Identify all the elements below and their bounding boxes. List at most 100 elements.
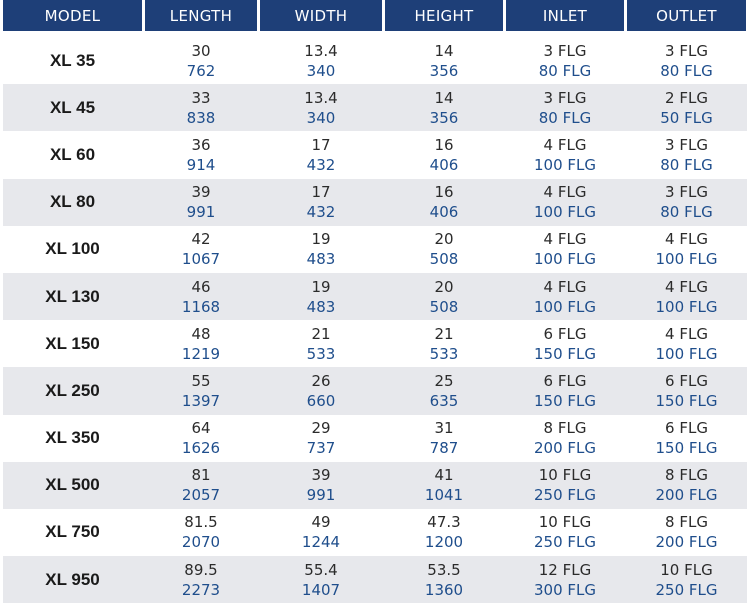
inlet-imperial-value: 6 FLG [543, 324, 587, 343]
inlet-metric-value: 80 FLG [538, 61, 592, 80]
height-metric-value: 533 [429, 344, 459, 363]
width-cell: 26 660 [260, 367, 382, 414]
inlet-metric-value: 200 FLG [533, 439, 596, 458]
inlet-imperial-value: 4 FLG [543, 230, 587, 249]
inlet-imperial-value: 10 FLG [538, 513, 592, 532]
width-imperial-value: 26 [311, 371, 331, 390]
inlet-cell: 10 FLG 250 FLG [506, 462, 624, 509]
height-cell: 47.3 1200 [385, 509, 503, 556]
length-imperial-value: 36 [191, 135, 211, 154]
table-row: XL 150 48 1219 21 533 21 533 6 FLG 150 FLG 4 FLG 1… [3, 320, 747, 367]
width-imperial-value: 13.4 [304, 88, 338, 107]
height-metric-value: 508 [429, 297, 459, 316]
spec-table: MODEL LENGTH WIDTH HEIGHT INLET OUTLET XL 35 3… [3, 0, 747, 604]
width-metric-value: 432 [306, 155, 336, 174]
length-metric-value: 1397 [181, 391, 221, 410]
outlet-imperial-value: 3 FLG [665, 135, 708, 154]
height-imperial-value: 21 [434, 324, 454, 343]
inlet-metric-value: 300 FLG [533, 580, 596, 599]
header-model: MODEL [3, 0, 142, 31]
model-cell: XL 35 [49, 50, 96, 70]
inlet-imperial-value: 10 FLG [538, 466, 592, 485]
height-cell: 14 356 [385, 84, 503, 131]
width-cell: 13.4 340 [260, 37, 382, 84]
width-metric-value: 1407 [301, 580, 341, 599]
outlet-cell: 6 FLG 150 FLG [627, 415, 746, 462]
outlet-metric-value: 100 FLG [655, 344, 718, 363]
width-imperial-value: 19 [311, 230, 331, 249]
height-metric-value: 1200 [424, 533, 464, 552]
height-imperial-value: 53.5 [427, 560, 461, 579]
inlet-metric-value: 150 FLG [533, 344, 596, 363]
outlet-cell: 3 FLG 80 FLG [627, 179, 746, 226]
outlet-imperial-value: 2 FLG [665, 88, 708, 107]
outlet-cell: 2 FLG 50 FLG [627, 84, 746, 131]
width-imperial-value: 21 [311, 324, 331, 343]
header-width: WIDTH [260, 0, 382, 31]
outlet-metric-value: 80 FLG [660, 61, 713, 80]
inlet-cell: 4 FLG 100 FLG [506, 179, 624, 226]
length-metric-value: 1067 [181, 250, 221, 269]
table-row: XL 350 64 1626 29 737 31 787 8 FLG 200 FLG 6 FLG 1… [3, 415, 747, 462]
inlet-cell: 4 FLG 100 FLG [506, 273, 624, 320]
outlet-imperial-value: 6 FLG [665, 371, 708, 390]
inlet-cell: 10 FLG 250 FLG [506, 509, 624, 556]
table-row: XL 60 36 914 17 432 16 406 4 FLG 100 FLG 3 FLG 80 … [3, 131, 747, 178]
length-imperial-value: 55 [191, 371, 211, 390]
model-cell: XL 150 [45, 333, 100, 353]
inlet-metric-value: 100 FLG [533, 155, 596, 174]
outlet-metric-value: 200 FLG [655, 486, 718, 505]
outlet-imperial-value: 4 FLG [665, 277, 708, 296]
outlet-cell: 3 FLG 80 FLG [627, 37, 746, 84]
length-imperial-value: 64 [191, 419, 211, 438]
width-metric-value: 1244 [301, 533, 341, 552]
model-cell: XL 100 [45, 239, 100, 259]
outlet-imperial-value: 8 FLG [665, 466, 708, 485]
inlet-imperial-value: 4 FLG [543, 183, 587, 202]
length-cell: 42 1067 [145, 226, 257, 273]
inlet-cell: 6 FLG 150 FLG [506, 320, 624, 367]
table-row: XL 500 81 2057 39 991 41 1041 10 FLG 250 FLG 8 FL… [3, 461, 747, 509]
model-cell: XL 950 [45, 569, 100, 589]
outlet-cell: 4 FLG 100 FLG [627, 273, 746, 320]
outlet-cell: 4 FLG 100 FLG [627, 226, 746, 273]
width-cell: 39 991 [260, 462, 382, 509]
length-metric-value: 991 [186, 203, 216, 222]
outlet-imperial-value: 8 FLG [665, 513, 708, 532]
inlet-metric-value: 250 FLG [533, 486, 596, 505]
height-metric-value: 356 [429, 61, 459, 80]
inlet-cell: 6 FLG 150 FLG [506, 367, 624, 414]
table-row: XL 80 39 991 17 432 16 406 4 FLG 100 FLG 3 FLG 80 … [3, 178, 747, 226]
outlet-imperial-value: 4 FLG [665, 324, 708, 343]
table-row: XL 950 89.5 2273 55.4 1407 53.5 1360 12 FLG 300 … [3, 556, 747, 604]
outlet-cell: 3 FLG 80 FLG [627, 131, 746, 178]
inlet-cell: 12 FLG 300 FLG [506, 556, 624, 603]
outlet-cell: 8 FLG 200 FLG [627, 509, 746, 556]
height-metric-value: 635 [429, 391, 459, 410]
length-cell: 81.5 2070 [145, 509, 257, 556]
height-cell: 14 356 [385, 37, 503, 84]
length-imperial-value: 81 [191, 466, 211, 485]
height-cell: 25 635 [385, 367, 503, 414]
header-inlet: INLET [506, 0, 624, 31]
inlet-metric-value: 100 FLG [533, 203, 596, 222]
length-metric-value: 838 [186, 108, 216, 127]
inlet-imperial-value: 6 FLG [543, 371, 587, 390]
length-metric-value: 762 [186, 61, 216, 80]
width-cell: 49 1244 [260, 509, 382, 556]
width-imperial-value: 55.4 [304, 560, 338, 579]
width-metric-value: 533 [306, 344, 336, 363]
width-imperial-value: 13.4 [304, 41, 338, 60]
width-cell: 19 483 [260, 226, 382, 273]
outlet-metric-value: 100 FLG [655, 250, 718, 269]
outlet-metric-value: 150 FLG [655, 439, 718, 458]
header-outlet: OUTLET [627, 0, 746, 31]
height-cell: 16 406 [385, 131, 503, 178]
height-imperial-value: 20 [434, 277, 454, 296]
height-metric-value: 508 [429, 250, 459, 269]
outlet-metric-value: 150 FLG [655, 391, 718, 410]
length-cell: 89.5 2273 [145, 556, 257, 603]
width-metric-value: 991 [306, 486, 336, 505]
width-cell: 17 432 [260, 131, 382, 178]
length-metric-value: 2273 [181, 580, 221, 599]
